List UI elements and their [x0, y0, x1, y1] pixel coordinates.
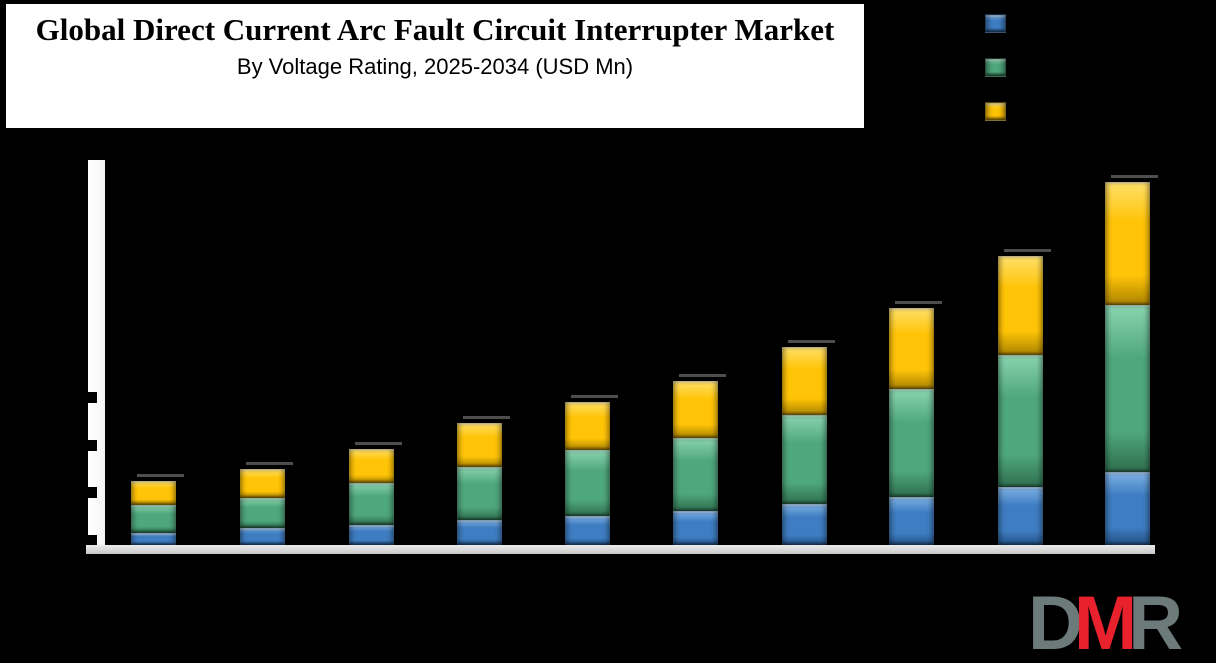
- y-axis-tick: [88, 392, 97, 403]
- bar-top-shadow: [463, 416, 510, 419]
- bar-2032-green-middle-segment: [889, 389, 934, 497]
- bar-2034-blue-bottom-segment: [1105, 472, 1150, 545]
- bar-2025: [131, 481, 176, 545]
- dmr-logo-letter-R: R: [1128, 581, 1183, 663]
- bar-2028-blue-bottom-segment: [457, 520, 502, 545]
- bar-2030: [673, 381, 718, 545]
- bar-2028-yellow-top-segment: [457, 423, 502, 467]
- bar-2032-yellow-top-segment: [889, 308, 934, 389]
- bar-2027-green-middle-segment: [349, 483, 394, 525]
- bar-top-shadow: [1111, 175, 1158, 178]
- bar-2027-yellow-top-segment: [349, 449, 394, 483]
- bar-2028-green-middle-segment: [457, 467, 502, 520]
- bar-2031: [782, 347, 827, 545]
- bar-2032-blue-bottom-segment: [889, 497, 934, 545]
- bar-2031-blue-bottom-segment: [782, 504, 827, 545]
- bar-top-shadow: [895, 301, 942, 304]
- bar-2030-blue-bottom-segment: [673, 511, 718, 545]
- bar-2025-yellow-top-segment: [131, 481, 176, 505]
- bar-2027-blue-bottom-segment: [349, 525, 394, 545]
- bar-2029-yellow-top-segment: [565, 402, 610, 450]
- chart-subtitle: By Voltage Rating, 2025-2034 (USD Mn): [236, 54, 634, 79]
- bar-2029-green-middle-segment: [565, 450, 610, 516]
- bar-2034-yellow-top-segment: [1105, 182, 1150, 305]
- bar-2029: [565, 402, 610, 545]
- bar-top-shadow: [571, 395, 618, 398]
- bar-2031-green-middle-segment: [782, 415, 827, 504]
- legend-swatch-series-green: [985, 58, 1006, 77]
- y-axis-tick: [88, 535, 97, 546]
- bar-2030-yellow-top-segment: [673, 381, 718, 438]
- legend-swatch-series-blue: [985, 14, 1006, 33]
- bar-top-shadow: [137, 474, 184, 477]
- bar-2033: [998, 256, 1043, 545]
- bar-2034: [1105, 182, 1150, 545]
- bar-2030-green-middle-segment: [673, 438, 718, 511]
- bar-2026-yellow-top-segment: [240, 469, 285, 498]
- bar-2034-green-middle-segment: [1105, 305, 1150, 472]
- bar-2026-green-middle-segment: [240, 498, 285, 528]
- bar-top-shadow: [246, 462, 293, 465]
- bar-2033-green-middle-segment: [998, 355, 1043, 487]
- bar-top-shadow: [355, 442, 402, 445]
- bar-2033-yellow-top-segment: [998, 256, 1043, 355]
- bar-top-shadow: [788, 340, 835, 343]
- legend-swatch-series-yellow: [985, 102, 1006, 121]
- chart-title-box: Global Direct Current Arc Fault Circuit …: [2, 0, 868, 132]
- bar-2026: [240, 469, 285, 545]
- dmr-logo-letter-D: D: [1028, 581, 1083, 663]
- bar-2026-blue-bottom-segment: [240, 528, 285, 545]
- bar-top-shadow: [679, 374, 726, 377]
- dmr-logo-letter-M: M: [1073, 581, 1137, 663]
- bar-2032: [889, 308, 934, 545]
- bar-top-shadow: [1004, 249, 1051, 252]
- bar-2027: [349, 449, 394, 545]
- y-axis-tick: [88, 487, 97, 498]
- bar-2029-blue-bottom-segment: [565, 516, 610, 545]
- y-axis-tick: [88, 440, 97, 451]
- x-axis-baseline: [86, 545, 1155, 554]
- bar-2028: [457, 423, 502, 545]
- chart-title: Global Direct Current Arc Fault Circuit …: [35, 12, 835, 47]
- bar-2025-green-middle-segment: [131, 505, 176, 533]
- bar-2031-yellow-top-segment: [782, 347, 827, 415]
- bar-2033-blue-bottom-segment: [998, 487, 1043, 545]
- bar-2025-blue-bottom-segment: [131, 533, 176, 545]
